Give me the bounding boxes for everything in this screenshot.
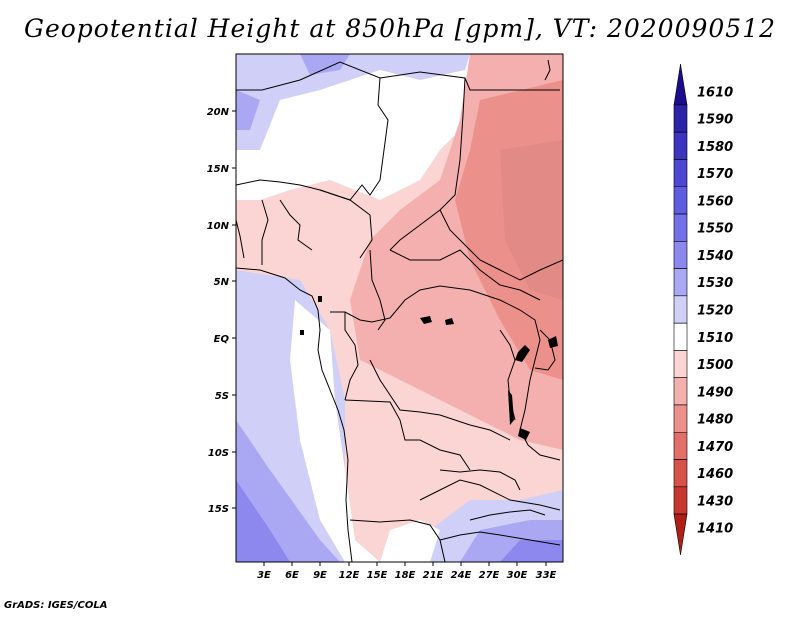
latitude-labels: 20N 15N 10N 5N EQ 5S 10S 15S <box>207 107 230 515</box>
colorbar-label: 1410 <box>697 522 733 537</box>
lat-label: 10N <box>207 221 230 232</box>
colorbar-segment <box>673 459 688 488</box>
map-title: Geopotential Height at 850hPa [gpm], VT:… <box>23 14 777 43</box>
lon-label: 6E <box>285 570 299 581</box>
colorbar-segment <box>673 131 688 160</box>
colorbar-label: 1540 <box>697 249 733 264</box>
colorbar-segment <box>673 213 688 242</box>
colorbar: 1610 1590 1580 1570 1560 1550 1540 1530 1520 1510… <box>673 63 733 556</box>
lat-label: 5N <box>214 277 230 288</box>
colorbar-segment <box>673 322 688 351</box>
colorbar-segment <box>673 486 688 515</box>
lon-label: 33E <box>536 570 557 581</box>
lon-label: 3E <box>257 570 271 581</box>
lat-label: EQ <box>214 334 230 345</box>
lon-label: 15E <box>367 570 388 581</box>
colorbar-segment <box>673 63 688 106</box>
map-plot-area <box>236 54 563 562</box>
colorbar-segment <box>673 186 688 215</box>
colorbar-label: 1520 <box>697 304 733 319</box>
lat-label: 20N <box>207 107 230 118</box>
lon-label: 21E <box>423 570 444 581</box>
colorbar-segment <box>673 377 688 406</box>
lat-label: 15S <box>208 504 229 515</box>
lat-label: 5S <box>215 391 229 402</box>
colorbar-segment <box>673 295 688 324</box>
colorbar-label: 1470 <box>697 440 733 455</box>
colorbar-label: 1510 <box>697 331 733 346</box>
axis-ticks <box>232 110 547 566</box>
lon-label: 27E <box>479 570 500 581</box>
colorbar-segment <box>673 513 688 556</box>
colorbar-segment <box>673 268 688 297</box>
colorbar-label: 1560 <box>697 194 733 209</box>
lon-label: 24E <box>451 570 472 581</box>
lat-label: 15N <box>207 164 230 175</box>
colorbar-label: 1590 <box>697 113 733 128</box>
grads-credit: GrADS: IGES/COLA <box>4 600 108 611</box>
map-frame <box>235 53 564 563</box>
colorbar-label: 1570 <box>697 167 733 182</box>
lon-label: 18E <box>395 570 416 581</box>
colorbar-label: 1610 <box>697 85 733 100</box>
colorbar-label: 1480 <box>697 413 733 428</box>
colorbar-label: 1550 <box>697 222 733 237</box>
country-borders <box>236 59 563 562</box>
colorbar-segment <box>673 350 688 378</box>
colorbar-label: 1500 <box>697 358 733 373</box>
colorbar-segment <box>673 431 688 460</box>
lon-label: 30E <box>507 570 528 581</box>
colorbar-label: 1580 <box>697 140 733 155</box>
longitude-labels: 3E 6E 9E 12E 15E 18E 21E 24E 27E 30E 33E <box>257 570 556 581</box>
colorbar-segment <box>673 241 688 269</box>
colorbar-segment <box>673 104 688 133</box>
lon-label: 9E <box>313 570 327 581</box>
colorbar-label: 1490 <box>697 385 733 400</box>
lon-label: 12E <box>339 570 360 581</box>
colorbar-label: 1530 <box>697 276 733 291</box>
colorbar-segment <box>673 404 688 433</box>
colorbar-label: 1430 <box>697 494 733 509</box>
lat-label: 10S <box>208 448 229 459</box>
colorbar-label: 1460 <box>697 467 733 482</box>
colorbar-segment <box>673 159 688 188</box>
lakes <box>300 296 558 440</box>
